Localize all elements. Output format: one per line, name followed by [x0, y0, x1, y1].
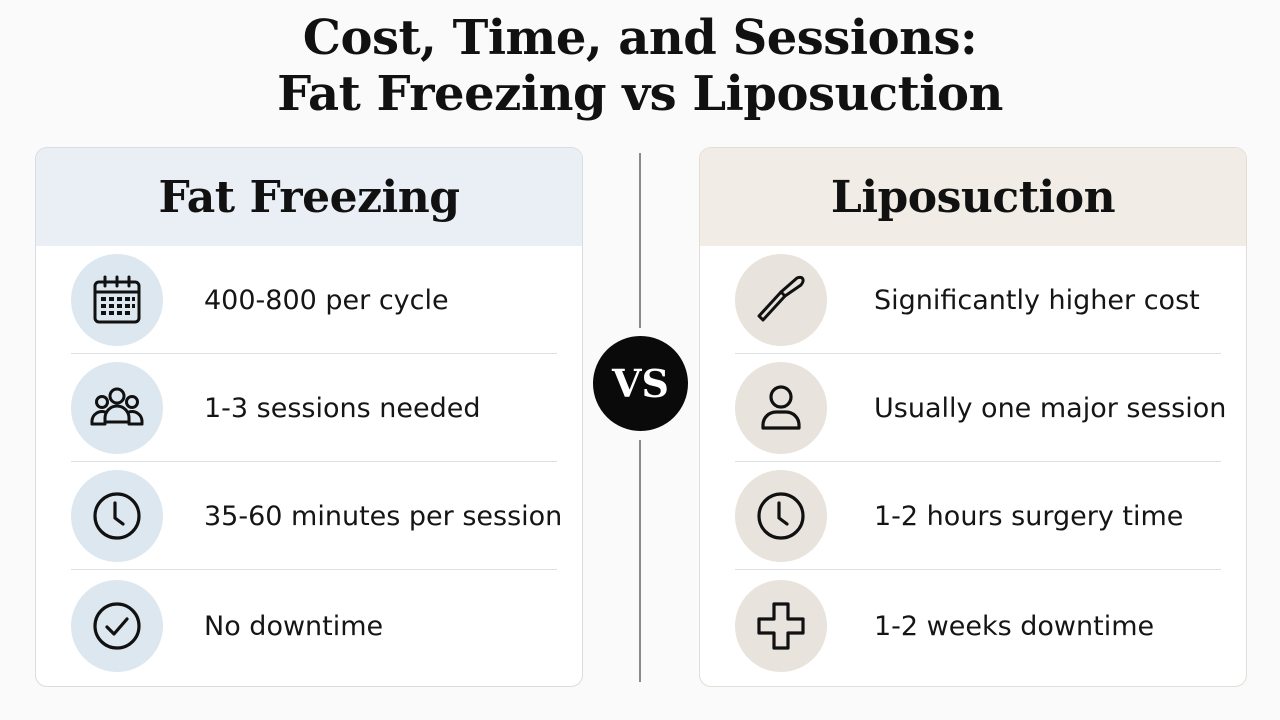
- calendar-icon: [71, 254, 163, 346]
- fat-freezing-list: 400-800 per cycle 1-3 sessions needed: [36, 246, 582, 682]
- row-text: 1-2 weeks downtime: [874, 610, 1155, 642]
- liposuction-panel: Liposuction Significantly higher cost Us…: [699, 147, 1247, 687]
- fat-freezing-panel: Fat Freezing 400-800 per cycle: [35, 147, 583, 687]
- person-icon: [735, 362, 827, 454]
- row-text: 1-2 hours surgery time: [874, 500, 1184, 532]
- row-text: 35-60 minutes per session: [204, 500, 563, 532]
- scalpel-icon: [735, 254, 827, 346]
- center-divider-bottom: [639, 440, 641, 682]
- liposuction-list: Significantly higher cost Usually one ma…: [700, 246, 1246, 682]
- list-item: No downtime: [36, 570, 582, 682]
- list-item: Significantly higher cost: [700, 246, 1246, 354]
- clock-icon: [735, 470, 827, 562]
- list-item: 1-3 sessions needed: [36, 354, 582, 462]
- list-item: 1-2 hours surgery time: [700, 462, 1246, 570]
- row-text: 1-3 sessions needed: [204, 392, 481, 424]
- page-title-line-1: Cost, Time, and Sessions:: [302, 10, 978, 66]
- page-title-line-2: Fat Freezing vs Liposuction: [277, 66, 1003, 122]
- row-text: No downtime: [204, 610, 384, 642]
- list-item: 1-2 weeks downtime: [700, 570, 1246, 682]
- check-circle-icon: [71, 580, 163, 672]
- medical-cross-icon: [735, 580, 827, 672]
- fat-freezing-heading: Fat Freezing: [36, 148, 582, 246]
- list-item: 400-800 per cycle: [36, 246, 582, 354]
- row-text: Usually one major session: [874, 392, 1227, 424]
- liposuction-heading: Liposuction: [700, 148, 1246, 246]
- group-icon: [71, 362, 163, 454]
- list-item: 35-60 minutes per session: [36, 462, 582, 570]
- clock-icon: [71, 470, 163, 562]
- center-divider-top: [639, 153, 641, 328]
- list-item: Usually one major session: [700, 354, 1246, 462]
- row-text: 400-800 per cycle: [204, 284, 449, 316]
- vs-badge: VS: [593, 336, 688, 431]
- row-text: Significantly higher cost: [874, 284, 1200, 316]
